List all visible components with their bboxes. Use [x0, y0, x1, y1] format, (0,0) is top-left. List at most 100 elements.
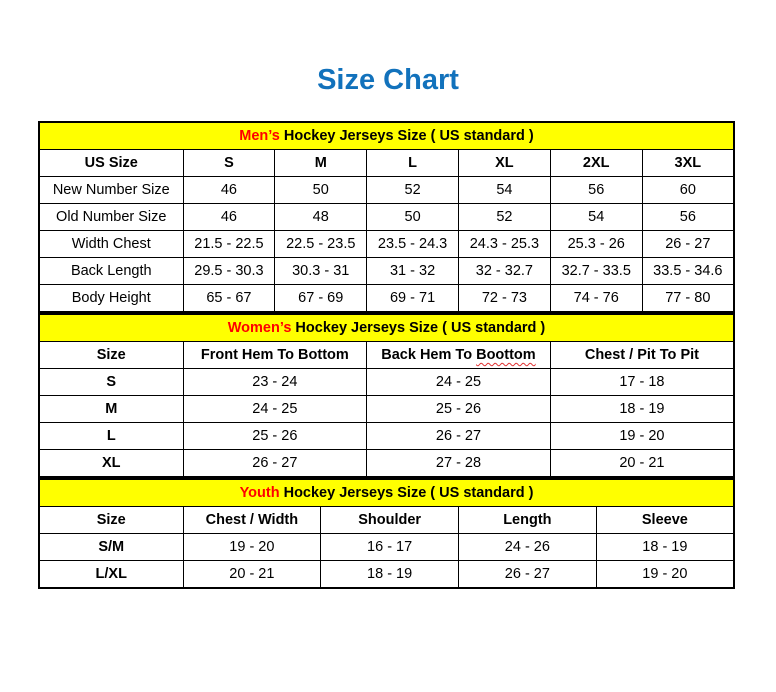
mens-section-heading: Men’s Hockey Jerseys Size ( US standard … — [38, 121, 735, 150]
row-label: M — [38, 395, 184, 423]
table-cell: 18 - 19 — [549, 395, 735, 423]
table-cell: 69 - 71 — [366, 284, 459, 313]
womens-column-header-row: Size Front Hem To Bottom Back Hem To Boott… — [38, 341, 735, 369]
page-title: Size Chart — [317, 64, 459, 96]
table-cell: 54 — [549, 203, 643, 231]
column-header: Shoulder — [320, 506, 459, 534]
table-cell: 19 - 20 — [549, 422, 735, 450]
table-cell: 24 - 25 — [182, 395, 368, 423]
youth-heading-text: Hockey Jerseys Size ( US standard ) — [283, 485, 534, 501]
mens-column-header-row: US Size S M L XL 2XL 3XL — [38, 149, 735, 177]
size-chart-tables: Men’s Hockey Jerseys Size ( US standard … — [38, 121, 735, 589]
table-cell: 20 - 21 — [182, 560, 322, 589]
table-cell: 26 - 27 — [458, 560, 597, 589]
table-cell: 48 — [274, 203, 368, 231]
table-cell: 77 - 80 — [641, 284, 735, 313]
youth-column-header-row: Size Chest / Width Shoulder Length Sleeve — [38, 506, 735, 534]
table-cell: 52 — [366, 176, 459, 204]
table-cell: 67 - 69 — [274, 284, 368, 313]
column-header-text: Back Hem To — [381, 347, 477, 363]
table-row: Width Chest 21.5 - 22.5 22.5 - 23.5 23.5 - … — [38, 230, 735, 258]
womens-size-table: Women’s Hockey Jerseys Size ( US standar… — [38, 313, 735, 478]
column-header: L — [366, 149, 459, 177]
column-header: Front Hem To Bottom — [182, 341, 368, 369]
row-label: L — [38, 422, 184, 450]
table-cell: 26 - 27 — [182, 449, 368, 478]
column-header: 3XL — [641, 149, 735, 177]
row-label: S — [38, 368, 184, 396]
table-cell: 23 - 24 — [182, 368, 368, 396]
table-cell: 65 - 67 — [182, 284, 276, 313]
table-row: Body Height 65 - 67 67 - 69 69 - 71 72 - 73 7… — [38, 284, 735, 313]
table-row: New Number Size 46 50 52 54 56 60 — [38, 176, 735, 204]
row-label: XL — [38, 449, 184, 478]
table-cell: 56 — [549, 176, 643, 204]
table-cell: 16 - 17 — [320, 533, 459, 561]
table-cell: 17 - 18 — [549, 368, 735, 396]
table-cell: 26 - 27 — [366, 422, 551, 450]
table-cell: 19 - 20 — [182, 533, 322, 561]
womens-heading-text: Hockey Jerseys Size ( US standard ) — [295, 320, 546, 336]
column-header: XL — [457, 149, 551, 177]
column-header: US Size — [38, 149, 184, 177]
table-cell: 46 — [182, 176, 276, 204]
table-cell: 24.3 - 25.3 — [457, 230, 551, 258]
row-label: Back Length — [38, 257, 184, 285]
youth-section-heading: Youth Hockey Jerseys Size ( US standard … — [38, 478, 735, 507]
table-row: Old Number Size 46 48 50 52 54 56 — [38, 203, 735, 231]
row-label: New Number Size — [38, 176, 184, 204]
mens-section-heading-row: Men’s Hockey Jerseys Size ( US standard … — [38, 121, 735, 150]
table-row: M 24 - 25 25 - 26 18 - 19 — [38, 395, 735, 423]
table-cell: 60 — [641, 176, 735, 204]
mens-size-table: Men’s Hockey Jerseys Size ( US standard … — [38, 121, 735, 313]
misspelled-word: Boottom — [476, 347, 536, 363]
column-header: Chest / Pit To Pit — [549, 341, 735, 369]
table-cell: 24 - 26 — [458, 533, 597, 561]
row-label: Width Chest — [38, 230, 184, 258]
column-header: Back Hem To Boottom — [366, 341, 551, 369]
womens-heading-accent: Women’s — [227, 320, 296, 336]
table-row: S/M 19 - 20 16 - 17 24 - 26 18 - 19 — [38, 533, 735, 561]
table-cell: 20 - 21 — [549, 449, 735, 478]
table-cell: 23.5 - 24.3 — [366, 230, 459, 258]
row-label: Old Number Size — [38, 203, 184, 231]
table-row: L 25 - 26 26 - 27 19 - 20 — [38, 422, 735, 450]
table-cell: 31 - 32 — [366, 257, 459, 285]
column-header: Size — [38, 341, 184, 369]
table-cell: 25 - 26 — [182, 422, 368, 450]
youth-section-heading-row: Youth Hockey Jerseys Size ( US standard … — [38, 478, 735, 507]
table-cell: 25.3 - 26 — [549, 230, 643, 258]
column-header: Sleeve — [595, 506, 735, 534]
column-header: M — [274, 149, 368, 177]
table-cell: 72 - 73 — [457, 284, 551, 313]
table-cell: 25 - 26 — [366, 395, 551, 423]
row-label: S/M — [38, 533, 184, 561]
table-cell: 30.3 - 31 — [274, 257, 368, 285]
table-cell: 18 - 19 — [320, 560, 459, 589]
table-cell: 32.7 - 33.5 — [549, 257, 643, 285]
column-header: 2XL — [549, 149, 643, 177]
table-cell: 56 — [641, 203, 735, 231]
table-row: L/XL 20 - 21 18 - 19 26 - 27 19 - 20 — [38, 560, 735, 589]
table-row: Back Length 29.5 - 30.3 30.3 - 31 31 - 32 32… — [38, 257, 735, 285]
table-cell: 26 - 27 — [641, 230, 735, 258]
table-cell: 52 — [457, 203, 551, 231]
table-cell: 33.5 - 34.6 — [641, 257, 735, 285]
table-cell: 18 - 19 — [595, 533, 735, 561]
mens-heading-text: Hockey Jerseys Size ( US standard ) — [283, 128, 534, 144]
table-cell: 29.5 - 30.3 — [182, 257, 276, 285]
table-cell: 27 - 28 — [366, 449, 551, 478]
row-label: L/XL — [38, 560, 184, 589]
youth-heading-accent: Youth — [239, 485, 284, 501]
youth-size-table: Youth Hockey Jerseys Size ( US standard … — [38, 478, 735, 589]
column-header: Length — [458, 506, 597, 534]
table-row: XL 26 - 27 27 - 28 20 - 21 — [38, 449, 735, 478]
table-cell: 74 - 76 — [549, 284, 643, 313]
table-cell: 21.5 - 22.5 — [182, 230, 276, 258]
table-cell: 24 - 25 — [366, 368, 551, 396]
column-header: Size — [38, 506, 184, 534]
table-row: S 23 - 24 24 - 25 17 - 18 — [38, 368, 735, 396]
table-cell: 46 — [182, 203, 276, 231]
table-cell: 19 - 20 — [595, 560, 735, 589]
